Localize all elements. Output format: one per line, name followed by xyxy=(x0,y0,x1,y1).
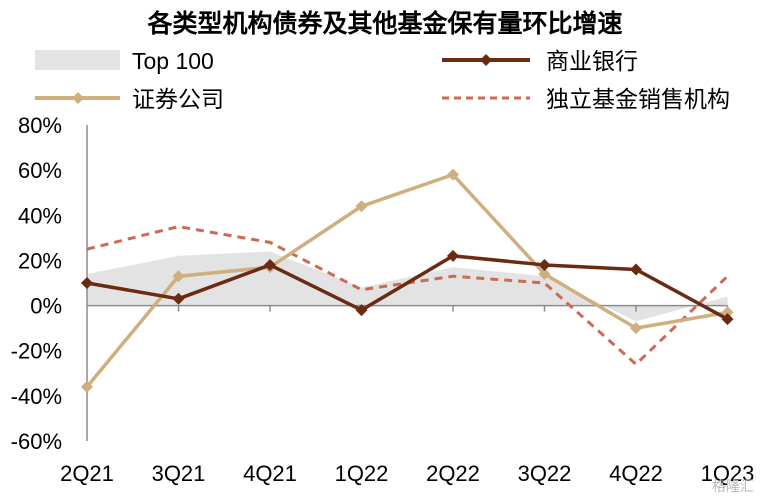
x-tick-label: 1Q23 xyxy=(701,461,755,486)
y-tick-label: -20% xyxy=(11,339,62,364)
series-line-commercial-bank xyxy=(86,254,729,321)
legend: Top 100 商业银行 证券公司 独立基金销售机构 xyxy=(35,48,730,112)
y-tick-label: 20% xyxy=(18,248,62,273)
y-tick-label: -60% xyxy=(11,429,62,454)
x-tick-label: 2Q21 xyxy=(60,461,114,486)
x-tick-label: 1Q22 xyxy=(335,461,389,486)
point-securities xyxy=(538,267,551,280)
y-tick-label: 40% xyxy=(18,203,62,228)
point-commercial-bank xyxy=(721,313,734,326)
point-commercial-bank xyxy=(538,258,551,271)
point-commercial-bank xyxy=(172,292,185,305)
y-axis: 80% 60% 40% 20% 0% -20% -40% -60% xyxy=(11,113,62,454)
y-tick-label: 80% xyxy=(18,113,62,138)
point-commercial-bank xyxy=(81,277,93,289)
legend-swatch-top100 xyxy=(35,50,120,70)
x-tick-label: 2Q22 xyxy=(426,461,480,486)
y-tick-label: 0% xyxy=(30,294,62,319)
point-securities xyxy=(355,200,368,213)
point-commercial-bank xyxy=(355,304,368,317)
legend-marker-securities xyxy=(72,92,84,104)
x-tick-label: 3Q22 xyxy=(518,461,572,486)
point-securities xyxy=(81,380,93,393)
y-tick-label: -40% xyxy=(11,384,62,409)
y-tick-label: 60% xyxy=(18,158,62,183)
legend-label-top100: Top 100 xyxy=(132,48,214,74)
series-area-top100 xyxy=(87,251,728,322)
x-axis: 2Q21 3Q21 4Q21 1Q22 2Q22 3Q22 4Q22 1Q23 xyxy=(60,461,754,486)
chart-title: 各类型机构债券及其他基金保有量环比增速 xyxy=(146,9,622,38)
point-securities xyxy=(447,168,459,181)
x-tick-label: 4Q22 xyxy=(609,461,663,486)
legend-label-securities: 证券公司 xyxy=(132,86,224,112)
point-securities xyxy=(721,306,734,319)
point-commercial-bank xyxy=(264,258,276,271)
point-commercial-bank xyxy=(447,249,459,262)
legend-marker-commercial-bank xyxy=(480,54,492,66)
x-tick-label: 3Q21 xyxy=(152,461,206,486)
point-commercial-bank xyxy=(630,263,642,276)
plot-area xyxy=(81,125,734,441)
legend-label-commercial-bank: 商业银行 xyxy=(546,48,638,74)
series-line-securities xyxy=(85,172,728,388)
legend-label-independent: 独立基金销售机构 xyxy=(546,86,730,112)
x-tick-label: 4Q21 xyxy=(243,461,297,486)
point-securities xyxy=(630,322,642,335)
point-securities xyxy=(172,270,185,283)
watermark: 格隆汇 xyxy=(712,478,754,494)
